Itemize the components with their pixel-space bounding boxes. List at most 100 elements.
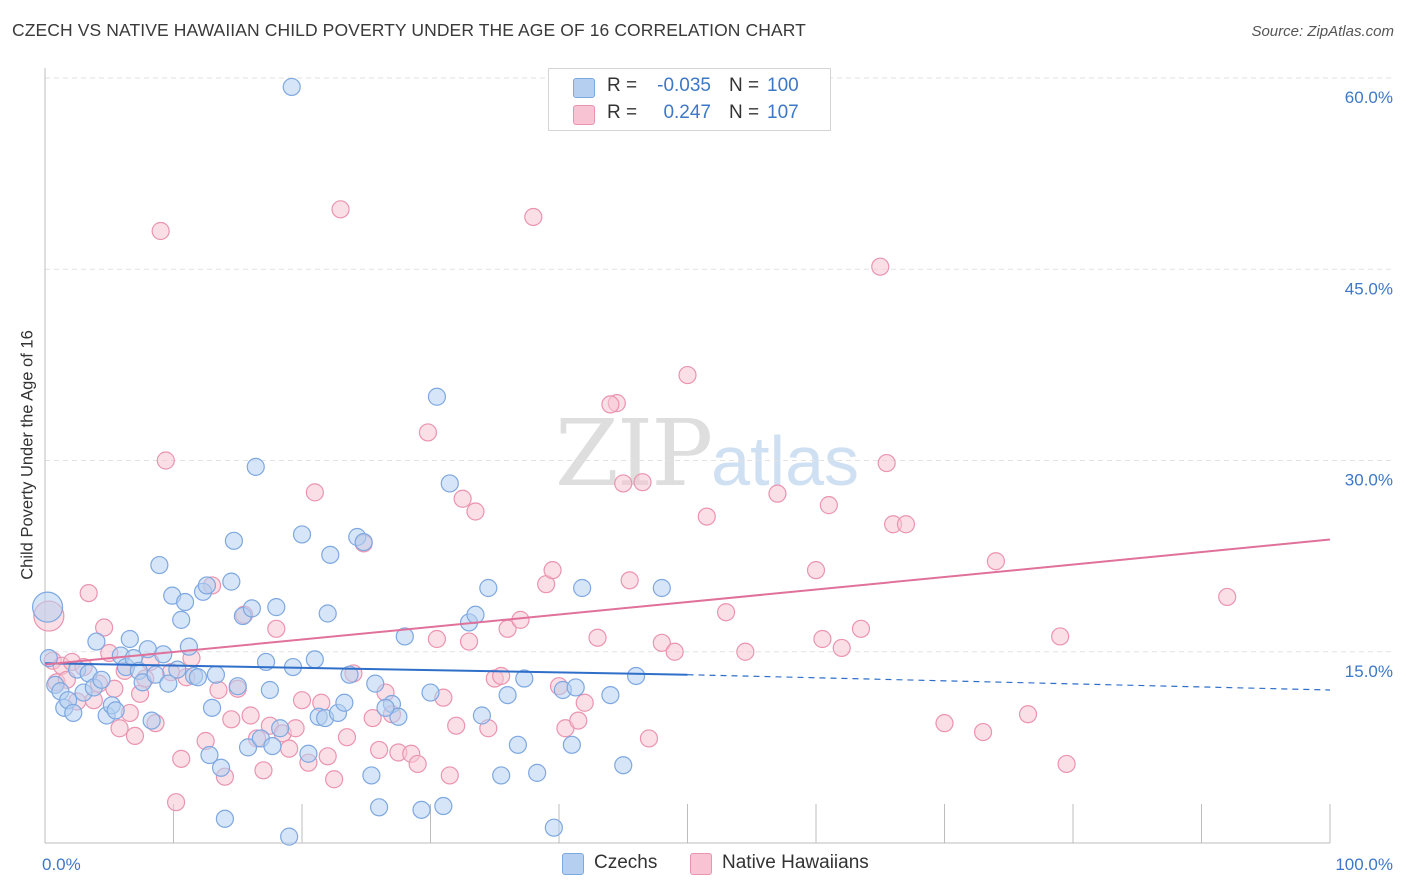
czech-point [340,665,359,684]
tick-labels: 15.0% 30.0% 45.0% 60.0% 0.0% 100.0% [42,88,1393,874]
legend-r-label: R = [607,75,638,96]
czech-point [87,632,106,651]
czech-point [150,555,169,575]
czech-point [305,650,324,669]
hawaiian-point [601,395,620,414]
x-tick-label: 0.0% [42,855,81,874]
correlation-legend: R = -0.035 N = 100 R = 0.247 N = 107 [548,68,831,131]
hawaiian-point [370,740,389,760]
czech-point [626,666,646,686]
hawaiian-point [588,628,607,647]
czech-point [238,738,258,757]
czech-point [31,591,64,623]
hawaiian-point [678,365,697,385]
czech-point [260,680,279,700]
hawaiian-point [222,710,241,729]
hawaiian-point [459,632,479,651]
legend-hawaiians-r: 0.247 [663,102,711,123]
czech-point [472,706,491,725]
czech-point [376,698,395,717]
hawaiian-point [1218,587,1237,607]
hawaiian-point [427,629,447,649]
hawaiian-point [447,716,466,735]
hawaiian-point [768,484,787,503]
legend-czechs-n: 100 [767,75,799,96]
hawaiian-point [973,722,993,742]
czech-point [492,766,511,785]
czech-point [228,677,247,696]
hawaiian-point [292,691,312,710]
czech-point [614,756,633,775]
czech-point [528,763,547,782]
hawaiian-point [806,561,826,580]
hawaiian-point [453,489,472,508]
czech-point [508,735,527,754]
czech-point [544,818,563,837]
legend-row-czechs: R = -0.035 N = 100 [549,74,830,100]
hawaiian-point [652,633,671,652]
czech-point [362,766,381,785]
czech-point [202,698,222,717]
czech-point [354,532,373,552]
hawaiian-point [832,638,851,658]
czech-point [211,758,231,777]
hawaiian-point [305,483,324,502]
czech-point [106,701,125,720]
watermark-zip: ZIP [555,400,713,507]
czech-point [412,800,431,819]
chart-title: CZECH VS NATIVE HAWAIIAN CHILD POVERTY U… [12,20,806,40]
czech-point [498,685,517,705]
czech-point [224,531,243,550]
y-tick-label: 30.0% [1345,471,1393,490]
series-czechs [31,77,671,846]
czech-point [246,457,265,476]
czech-point [601,685,620,705]
axes [44,68,1331,844]
czech-point [321,545,340,564]
hawaiian-point [110,719,129,738]
czech-point [282,77,301,97]
czech-point [466,605,485,624]
hawaiian-point [408,754,427,774]
hawaiian-point [172,749,191,768]
czechs-trend-line [44,662,688,676]
czech-point [366,674,385,693]
legend-n-label: N = [729,102,760,123]
hawaiian-point [267,619,286,638]
gridlines [45,77,1395,653]
hawaiian-point [254,761,273,780]
legend-r-label: R = [607,102,638,123]
hawaiian-point [877,453,896,473]
czech-point [370,798,389,817]
czech-point [389,707,408,726]
czechs-legend-icon [562,853,584,875]
czech-point [263,736,282,756]
hawaiian-point [639,729,659,748]
hawaiian-point [125,726,145,746]
hawaiian-point [1051,627,1070,646]
czechs-legend-label: Czechs [594,852,658,873]
hawaiian-point [819,496,838,515]
hawaiian-point [492,666,511,686]
hawaiian-point [79,583,98,603]
y-tick-label: 45.0% [1345,279,1393,298]
hawaiians-legend-icon [690,853,712,875]
czech-point [206,665,226,684]
y-tick-label: 15.0% [1345,662,1393,681]
hawaiian-point [633,473,652,492]
hawaiians-swatch-icon [573,105,595,125]
czech-point [159,674,178,693]
hawaiian-point [871,257,890,276]
czech-point [92,670,111,689]
czech-point [222,572,241,591]
series-native-hawaiians [33,200,1237,812]
hawaiian-point [166,793,186,812]
hawaiian-point [813,629,832,649]
czech-point [292,525,312,544]
hawaiian-point [318,747,337,766]
hawaiian-point [935,714,954,733]
hawaiian-point [851,619,871,638]
hawaiians-trend-line [44,538,1331,666]
hawaiian-point [524,207,543,227]
czech-point [335,693,354,712]
